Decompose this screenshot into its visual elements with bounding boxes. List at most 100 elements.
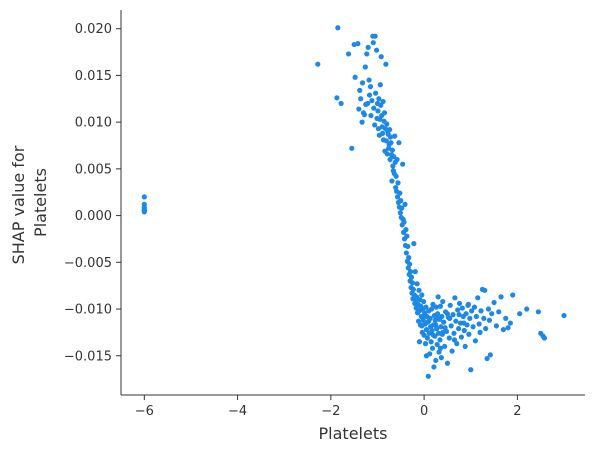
- data-point: [405, 243, 411, 250]
- data-point: [358, 96, 364, 102]
- x-tick-label: −6: [135, 404, 154, 419]
- data-point: [484, 355, 490, 362]
- data-point: [437, 303, 444, 309]
- data-point: [377, 82, 383, 88]
- data-point: [442, 343, 448, 350]
- data-point: [541, 335, 548, 341]
- data-point: [384, 151, 390, 157]
- y-axis-title: SHAP value for Platelets: [9, 141, 50, 265]
- data-point: [372, 33, 378, 39]
- data-point: [421, 298, 427, 305]
- data-point: [403, 250, 409, 256]
- x-axis-title: Platelets: [319, 424, 388, 443]
- data-point: [383, 61, 389, 67]
- y-tick-label: −0.005: [64, 256, 112, 271]
- data-point: [451, 330, 457, 336]
- data-point: [416, 287, 422, 293]
- data-point: [406, 255, 412, 261]
- data-point: [482, 287, 488, 293]
- data-point: [359, 119, 365, 125]
- data-point: [489, 311, 495, 317]
- data-point: [469, 308, 475, 314]
- data-point: [372, 122, 378, 128]
- data-point: [397, 210, 403, 216]
- data-point: [496, 309, 502, 315]
- data-point: [433, 357, 439, 364]
- data-point: [483, 326, 489, 332]
- data-point: [425, 373, 431, 379]
- data-point: [456, 312, 462, 318]
- data-point: [361, 112, 368, 118]
- data-point: [371, 105, 377, 111]
- data-point: [428, 306, 435, 312]
- data-point: [423, 326, 430, 333]
- data-point: [416, 339, 423, 345]
- data-point: [387, 134, 394, 140]
- data-point: [392, 133, 398, 139]
- x-tick-label: −2: [321, 404, 340, 419]
- data-point: [461, 320, 467, 326]
- data-point: [349, 145, 355, 151]
- data-point: [409, 280, 416, 286]
- data-point: [378, 102, 384, 108]
- data-point: [458, 334, 465, 340]
- data-point: [412, 269, 418, 275]
- data-point: [369, 98, 375, 104]
- data-point: [507, 320, 513, 326]
- data-point: [375, 108, 381, 114]
- data-point: [389, 147, 396, 153]
- data-point: [431, 364, 437, 370]
- y-tick-label: −0.010: [64, 303, 112, 318]
- data-point: [394, 194, 401, 200]
- data-point: [475, 295, 481, 301]
- data-point: [388, 140, 394, 146]
- data-point: [356, 106, 362, 112]
- data-point: [404, 233, 410, 239]
- data-point: [485, 306, 492, 312]
- data-point: [524, 306, 530, 312]
- data-point: [465, 301, 472, 307]
- data-point: [437, 337, 443, 343]
- data-point: [426, 318, 432, 324]
- data-point: [486, 317, 492, 323]
- data-point: [141, 207, 147, 213]
- data-point: [435, 294, 441, 300]
- x-tick-label: −4: [228, 404, 247, 419]
- data-point: [395, 180, 401, 186]
- data-point: [389, 178, 395, 184]
- data-point: [435, 311, 441, 317]
- data-point: [397, 190, 403, 196]
- data-point: [419, 323, 425, 329]
- data-point: [400, 161, 406, 167]
- y-tick-label: 0.010: [75, 116, 112, 131]
- data-point: [430, 332, 437, 338]
- data-point: [398, 198, 404, 204]
- data-point: [498, 294, 504, 300]
- y-axis-ticks: −0.015 −0.010 −0.005 0.000 0.005 0.010 0.015 0.…: [64, 22, 121, 364]
- data-point: [478, 308, 484, 314]
- data-point: [493, 323, 499, 329]
- data-point: [454, 341, 460, 347]
- data-point: [380, 130, 386, 136]
- data-point: [473, 313, 479, 320]
- data-point: [440, 298, 446, 305]
- data-point: [423, 353, 430, 359]
- data-point: [470, 324, 476, 330]
- data-point: [141, 194, 147, 200]
- data-point: [428, 339, 434, 345]
- data-point: [472, 338, 479, 344]
- data-point: [447, 315, 453, 321]
- data-point: [421, 313, 427, 320]
- data-point: [373, 47, 380, 53]
- data-point: [387, 127, 393, 133]
- data-point: [456, 326, 462, 332]
- data-point: [364, 51, 370, 57]
- data-point: [517, 311, 523, 317]
- data-point: [345, 51, 352, 57]
- data-point: [477, 329, 483, 335]
- data-point: [408, 274, 415, 280]
- data-point: [510, 292, 516, 298]
- data-point: [365, 44, 371, 50]
- data-point: [410, 286, 416, 293]
